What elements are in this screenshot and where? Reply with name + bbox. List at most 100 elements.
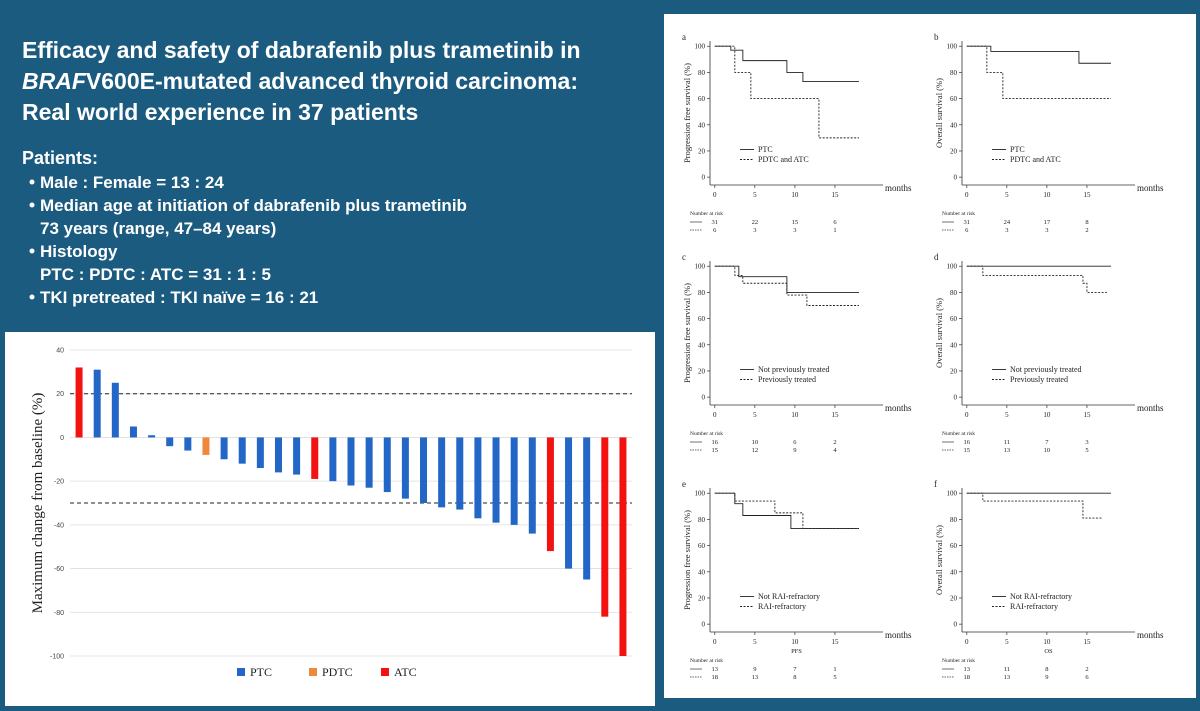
x-axis-label: months bbox=[1137, 183, 1164, 193]
risk-count: 3 bbox=[1045, 227, 1048, 234]
risk-count: 16 bbox=[712, 439, 719, 446]
x-tick-label: 10 bbox=[791, 191, 799, 199]
x-tick-label: 15 bbox=[831, 411, 839, 419]
y-tick-label: 0 bbox=[702, 394, 706, 402]
x-tick-label: 10 bbox=[1043, 638, 1051, 646]
risk-table-label: Number at risk bbox=[942, 211, 975, 217]
title-line: BRAFV600E-mutated advanced thyroid carci… bbox=[22, 68, 578, 94]
survival-curve bbox=[714, 265, 859, 306]
bullet bbox=[29, 179, 35, 185]
risk-table-label: Number at risk bbox=[942, 431, 975, 437]
y-axis-label: Progression free survival (%) bbox=[682, 283, 692, 383]
y-tick-label: 20 bbox=[698, 147, 706, 155]
patient-line: 73 years (range, 47–84 years) bbox=[40, 219, 276, 238]
x-tick-label: 5 bbox=[1005, 191, 1009, 199]
bullet bbox=[29, 294, 35, 300]
risk-count: 8 bbox=[1045, 666, 1048, 673]
waterfall-panel bbox=[5, 332, 655, 706]
bar bbox=[329, 437, 337, 482]
y-tick-label: -100 bbox=[50, 654, 64, 661]
x-tick-label: 0 bbox=[965, 191, 969, 199]
x-tick-label: 15 bbox=[1083, 191, 1091, 199]
risk-count: 10 bbox=[1044, 447, 1051, 454]
risk-count: 22 bbox=[752, 219, 759, 226]
risk-table-label: Number at risk bbox=[690, 431, 723, 437]
x-tick-label: 0 bbox=[965, 638, 969, 646]
legend-swatch bbox=[309, 668, 317, 676]
patients-heading: Patients: bbox=[22, 148, 98, 168]
survival-curve bbox=[714, 45, 859, 139]
y-axis-label: Maximum change from baseline (%) bbox=[30, 393, 46, 614]
risk-count: 1 bbox=[833, 227, 836, 234]
y-tick-label: 60 bbox=[698, 315, 706, 323]
y-tick-label: 40 bbox=[950, 341, 958, 349]
risk-count: 13 bbox=[1004, 674, 1011, 681]
risk-count: 11 bbox=[1004, 666, 1010, 673]
risk-count: 17 bbox=[1044, 219, 1051, 226]
x-tick-label: 0 bbox=[713, 638, 717, 646]
title-italic: BRAF bbox=[22, 68, 87, 94]
risk-count: 15 bbox=[792, 219, 799, 226]
y-tick-label: 40 bbox=[950, 121, 958, 129]
legend-label: RAI-refractory bbox=[758, 602, 806, 611]
y-tick-label: 100 bbox=[947, 43, 958, 51]
patient-line: Male : Female = 13 : 24 bbox=[40, 173, 224, 192]
risk-count: 15 bbox=[712, 447, 719, 454]
y-tick-label: 100 bbox=[947, 263, 958, 271]
y-tick-label: 80 bbox=[950, 69, 958, 77]
y-tick-label: 80 bbox=[950, 516, 958, 524]
risk-count: 9 bbox=[753, 666, 756, 673]
panel-letter: a bbox=[682, 32, 686, 42]
patient-line: Median age at initiation of dabrafenib p… bbox=[40, 196, 467, 215]
risk-count: 13 bbox=[964, 666, 971, 673]
bar bbox=[347, 437, 355, 486]
legend-label: PTC bbox=[758, 145, 773, 154]
bar bbox=[293, 437, 301, 475]
y-axis-label: Overall survival (%) bbox=[934, 78, 944, 148]
x-tick-label: 5 bbox=[1005, 411, 1009, 419]
risk-count: 9 bbox=[1045, 674, 1048, 681]
bar bbox=[438, 437, 446, 508]
legend-label: RAI-refractory bbox=[1010, 602, 1058, 611]
risk-count: 11 bbox=[1004, 439, 1010, 446]
risk-count: 3 bbox=[793, 227, 796, 234]
x-tick-label: 10 bbox=[1043, 411, 1051, 419]
title-line: Real world experience in 37 patients bbox=[22, 99, 418, 125]
y-tick-label: 80 bbox=[698, 69, 706, 77]
x-axis-caption: PFS bbox=[791, 648, 802, 655]
bar bbox=[401, 437, 409, 499]
y-tick-label: -40 bbox=[54, 522, 64, 529]
y-tick-label: 40 bbox=[698, 121, 706, 129]
title-rest: V600E-mutated advanced thyroid carcinoma… bbox=[86, 68, 578, 94]
y-tick-label: 0 bbox=[954, 174, 958, 182]
bar bbox=[583, 437, 591, 580]
panel-letter: d bbox=[934, 252, 939, 262]
y-tick-label: 100 bbox=[695, 43, 706, 51]
legend-label: ATC bbox=[394, 665, 417, 679]
x-tick-label: 0 bbox=[713, 191, 717, 199]
bar bbox=[420, 437, 428, 503]
legend-label: PDTC bbox=[322, 665, 353, 679]
risk-count: 8 bbox=[1085, 219, 1088, 226]
survival-curve bbox=[966, 45, 1111, 100]
risk-count: 6 bbox=[713, 227, 717, 234]
bar bbox=[383, 437, 391, 493]
y-tick-label: -60 bbox=[54, 566, 64, 573]
legend-label: PDTC and ATC bbox=[758, 155, 809, 164]
survival-curve bbox=[966, 45, 1111, 64]
risk-count: 18 bbox=[712, 674, 719, 681]
y-tick-label: 40 bbox=[698, 341, 706, 349]
x-tick-label: 10 bbox=[1043, 191, 1051, 199]
y-tick-label: 100 bbox=[695, 490, 706, 498]
legend-label: PTC bbox=[1010, 145, 1025, 154]
risk-count: 18 bbox=[964, 674, 971, 681]
legend-label: Not RAI-refractory bbox=[1010, 592, 1072, 601]
risk-count: 9 bbox=[793, 447, 796, 454]
bar bbox=[184, 437, 192, 451]
legend-label: PTC bbox=[250, 665, 272, 679]
patient-line: PTC : PDTC : ATC = 31 : 1 : 5 bbox=[40, 265, 271, 284]
bar bbox=[510, 437, 518, 525]
patient-line: TKI pretreated : TKI naïve = 16 : 21 bbox=[40, 288, 318, 307]
bar bbox=[202, 437, 210, 455]
